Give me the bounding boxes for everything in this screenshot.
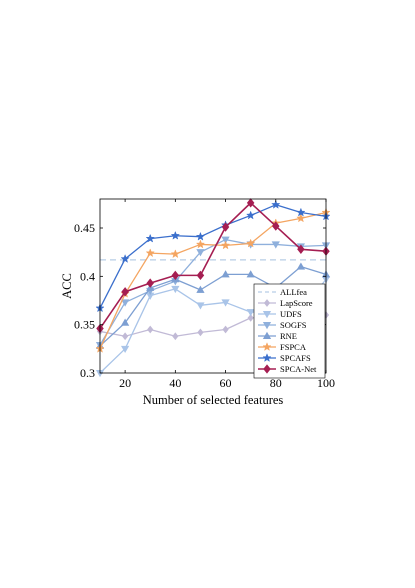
- data-point: [272, 221, 280, 231]
- x-tick-label: 40: [169, 376, 181, 390]
- legend-label: UDFS: [280, 309, 302, 319]
- series-line: [99, 266, 327, 347]
- legend-item: FSPCA: [258, 342, 307, 352]
- x-tick-label: 80: [270, 376, 282, 390]
- legend-label: SPCA-Net: [280, 364, 317, 374]
- data-point: [296, 213, 306, 223]
- axes-frame: [99, 198, 327, 374]
- data-point: [171, 270, 180, 281]
- data-point: [172, 332, 179, 341]
- data-point: [196, 270, 205, 281]
- x-tick-label: 60: [220, 376, 232, 390]
- y-tick-label: 0.4: [80, 269, 95, 283]
- legend-item: SPCA-Net: [258, 364, 317, 374]
- data-point: [297, 244, 305, 254]
- data-point: [271, 199, 281, 209]
- legend-marker: [262, 331, 272, 339]
- data-point: [246, 198, 255, 208]
- legend-item: ALLfea: [258, 287, 307, 297]
- data-point: [245, 238, 256, 248]
- data-point: [120, 299, 130, 307]
- data-point: [145, 233, 155, 243]
- data-point: [221, 236, 230, 244]
- legend-item: RNE: [258, 331, 297, 341]
- data-point: [120, 318, 130, 326]
- x-tick-label: 20: [119, 376, 131, 390]
- data-point: [171, 285, 180, 294]
- legend-marker: [263, 299, 271, 307]
- axes-layer: 20 40 60 80 100 0.3 0.35 0.4 0.45 Number of selec…: [60, 198, 335, 407]
- data-point: [121, 287, 129, 297]
- data-point: [245, 210, 256, 220]
- y-tick-label: 0.3: [80, 366, 95, 380]
- legend: ALLfeaLapScoreUDFSSOGFSRNEFSPCASPCAFSSPC…: [253, 283, 326, 379]
- series-line: [99, 211, 327, 350]
- data-point: [146, 278, 154, 288]
- y-axis-label: ACC: [60, 273, 74, 299]
- legend-label: ALLfea: [280, 287, 307, 297]
- series-line: [99, 202, 327, 329]
- data-point: [195, 231, 206, 241]
- y-tick-label: 0.35: [74, 318, 95, 332]
- legend-marker: [262, 322, 272, 330]
- legend-label: RNE: [280, 331, 297, 341]
- data-point: [196, 302, 205, 310]
- data-point: [196, 285, 205, 293]
- legend-label: SPCAFS: [280, 353, 311, 363]
- data-point: [296, 207, 306, 217]
- data-point: [271, 241, 280, 249]
- data-point: [197, 328, 204, 337]
- x-axis-label: Number of selected features: [143, 393, 284, 407]
- legend-item: SOGFS: [258, 320, 307, 330]
- legend-item: UDFS: [258, 309, 302, 319]
- legend-marker: [262, 342, 272, 351]
- legend-label: LapScore: [280, 298, 313, 308]
- data-point: [195, 239, 206, 249]
- x-tick-label: 100: [317, 376, 335, 390]
- data-point: [221, 270, 230, 278]
- y-tick-label: 0.45: [74, 221, 95, 235]
- data-point: [246, 270, 255, 278]
- data-point: [170, 230, 181, 240]
- legend-box: [253, 283, 326, 379]
- data-point: [145, 248, 155, 258]
- legend-label: SOGFS: [280, 320, 307, 330]
- data-point: [147, 325, 154, 334]
- data-point: [296, 262, 306, 270]
- data-point: [221, 299, 230, 307]
- series-line: [99, 238, 327, 346]
- legend-label: FSPCA: [280, 342, 307, 352]
- legend-marker: [263, 364, 271, 374]
- data-point: [120, 254, 130, 263]
- data-point: [196, 249, 205, 257]
- legend-item: SPCAFS: [258, 353, 311, 363]
- legend-item: LapScore: [258, 298, 313, 308]
- data-point: [170, 249, 181, 259]
- data-point: [122, 332, 129, 341]
- series-spcafs: [95, 199, 331, 313]
- series-line: [99, 204, 327, 309]
- data-point: [221, 222, 230, 232]
- legend-marker: [262, 311, 272, 319]
- legend-marker: [262, 353, 272, 362]
- data-point: [222, 325, 229, 334]
- data-point: [246, 309, 255, 317]
- data-point: [220, 240, 231, 250]
- data-point: [247, 314, 254, 322]
- data-point: [120, 345, 130, 354]
